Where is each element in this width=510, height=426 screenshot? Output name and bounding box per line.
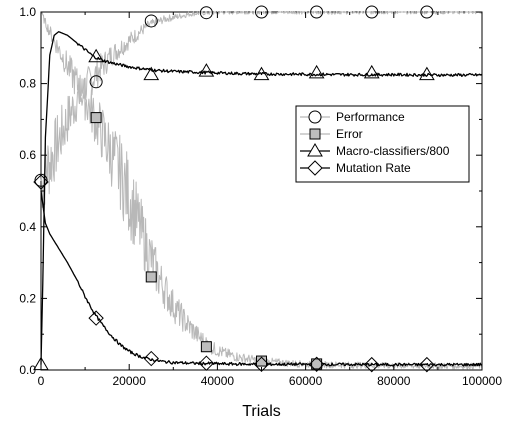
x-tick-label: 0 (38, 374, 45, 388)
marker-performance (255, 5, 268, 19)
marker-macro-classifiers-800 (308, 64, 325, 79)
legend-box (295, 105, 470, 183)
marker-error (311, 358, 323, 370)
series-line-mutation-rate (40, 190, 482, 367)
legend-marker (307, 160, 323, 176)
marker-macro-classifiers-800 (88, 48, 104, 63)
marker-performance (144, 14, 158, 28)
marker-performance (199, 6, 213, 20)
y-tick-label: 0.0 (19, 363, 36, 377)
marker-mutation-rate (88, 310, 104, 326)
y-tick-label: 0.6 (19, 148, 36, 162)
legend-label: Mutation Rate (336, 161, 411, 175)
marker-performance (310, 5, 324, 19)
legend-label: Performance (336, 110, 405, 124)
marker-mutation-rate (33, 174, 49, 190)
marker-mutation-rate (308, 356, 325, 372)
x-tick-label: 80000 (377, 374, 411, 388)
plot-area: 0 20000 40000 60000 80000 100000 0.0 0.2 0.4 0.6 0… (19, 5, 502, 388)
legend-marker (307, 143, 323, 157)
marker-mutation-rate (253, 356, 270, 372)
marker-error (145, 271, 157, 283)
marker-performance (365, 5, 379, 19)
marker-mutation-rate (143, 350, 159, 367)
legend-label: Macro-classifiers/800 (336, 144, 450, 158)
marker-error (90, 112, 102, 124)
x-tick-label: 60000 (289, 374, 323, 388)
legend-marker (309, 128, 321, 140)
legend-label: Error (336, 127, 363, 141)
marker-layer (33, 5, 435, 373)
legend: Performance Error Macro-classifiers/800 Mut… (295, 105, 470, 183)
marker-performance (420, 5, 434, 19)
marker-macro-classifiers-800 (198, 63, 215, 77)
series-line-macro-classifiers-800 (40, 31, 483, 365)
x-tick-label: 40000 (201, 374, 235, 388)
y-tick-label: 0.4 (19, 220, 36, 234)
axis-layer: 0 20000 40000 60000 80000 100000 0.0 0.2 0.4 0.6 0… (19, 5, 502, 388)
marker-macro-classifiers-800 (143, 66, 160, 81)
marker-macro-classifiers-800 (419, 66, 435, 81)
marker-performance (89, 75, 103, 89)
marker-mutation-rate (364, 356, 380, 373)
marker-mutation-rate (419, 356, 435, 373)
marker-macro-classifiers-800 (363, 64, 380, 79)
y-tick-label: 1.0 (19, 5, 36, 19)
x-tick-label: 20000 (113, 374, 147, 388)
marker-mutation-rate (198, 355, 215, 371)
y-tick-label: 0.2 (19, 291, 36, 305)
legend-marker (308, 110, 322, 124)
marker-error (200, 341, 212, 353)
x-tick-label: 100000 (462, 374, 502, 388)
marker-macro-classifiers-800 (253, 66, 270, 81)
marker-performance (34, 173, 48, 187)
y-tick-label: 0.8 (19, 77, 36, 91)
series-layer (40, 11, 483, 370)
x-axis-label: Trials (242, 403, 281, 420)
marker-error (256, 355, 267, 367)
